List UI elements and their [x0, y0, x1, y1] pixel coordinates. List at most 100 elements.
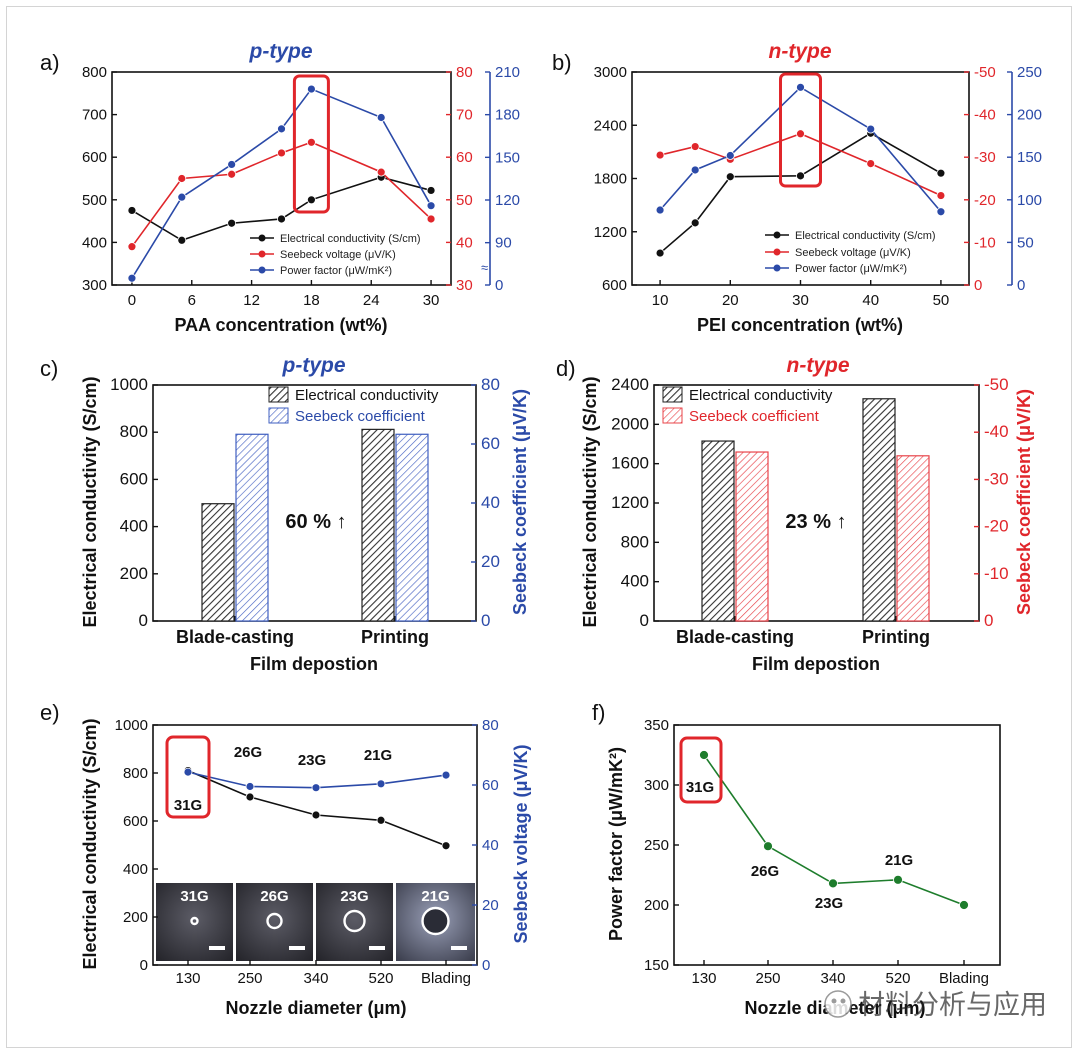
x-tick-label-f: 250 [755, 970, 780, 987]
y-tick-label-b-conductivity: 1200 [594, 224, 627, 241]
y-tick-label-f-left: 250 [644, 837, 669, 854]
legend-swatch-seebeck [268, 407, 289, 424]
sem-inset-label: 31G [180, 888, 208, 905]
x-tick-label-e: 520 [368, 970, 393, 987]
y-tick-label-e-left: 400 [123, 861, 148, 878]
panel-d-label: d) [556, 356, 576, 381]
sem-inset-label: 26G [260, 888, 288, 905]
y-tick-label-d-left: 1200 [611, 493, 649, 512]
a-seebeck-point [277, 148, 286, 158]
y-tick-label-b-seebeck: -20 [974, 192, 996, 209]
e-conductivity-point [376, 815, 386, 825]
y-tick-label-b-conductivity: 2400 [594, 117, 627, 134]
a-seebeck-point [127, 242, 137, 252]
b-conductivity-legend-label: Electrical conductivity (S/cm) [795, 230, 936, 242]
y-tick-label-a-power: 0 [495, 277, 503, 294]
nozzle-gauge-label: 31G [174, 797, 202, 814]
scale-bar [451, 946, 467, 950]
watermark-text: 材料分析与应用 [858, 990, 1047, 1020]
highlight-box [292, 74, 330, 214]
e-conductivity-point [441, 841, 451, 851]
b-seebeck-point [866, 159, 876, 168]
y-tick-label-a-seebeck: 70 [456, 107, 473, 124]
y-tick-label-b-conductivity: 3000 [594, 64, 627, 81]
y-tick-label-a-conductivity: 400 [82, 234, 107, 251]
a-seebeck-legend-marker [258, 250, 266, 258]
watermark: 材料分析与应用 [824, 990, 1047, 1020]
b-power-point [690, 165, 700, 175]
x-tick-label-b: 50 [933, 292, 950, 309]
b-power-legend-label: Power factor (μW/mK²) [795, 263, 907, 275]
b-power-point [655, 205, 665, 215]
a-seebeck-point [177, 174, 187, 183]
b-power-point [725, 151, 735, 160]
improvement-annotation: 60 % ↑ [285, 511, 346, 533]
legend-label-conductivity: Electrical conductivity [295, 387, 439, 404]
b-seebeck-legend-label: Seebeck voltage (μV/K) [795, 247, 911, 259]
b-power-point [866, 124, 876, 134]
y-tick-label-d-right: 0 [984, 611, 993, 630]
x-tick-label-e: 340 [303, 970, 328, 987]
f-power-point [893, 874, 903, 885]
highlight-box [679, 736, 723, 804]
conductivity-bar [701, 440, 735, 622]
x-tick-label-b: 30 [792, 292, 809, 309]
panel-e-xlabel: Nozzle diameter (μm) [225, 998, 406, 1018]
improvement-annotation: 23 % ↑ [785, 511, 846, 533]
y-tick-label-d-right: -40 [984, 422, 1009, 441]
y-tick-label-c-left: 200 [120, 564, 148, 583]
y-tick-label-b-power: 0 [1017, 277, 1025, 294]
panel-e-y2label: Seebeck voltage (μV/K) [511, 744, 531, 943]
a-seebeck-point [426, 214, 436, 224]
sem-inset-label: 23G [340, 888, 368, 905]
nozzle-hole-icon [266, 912, 283, 930]
seebeck-bar [395, 433, 429, 622]
y-tick-label-a-power: 120 [495, 192, 520, 209]
e-conductivity-point [311, 810, 321, 820]
panel-d-title: n-type [787, 354, 850, 377]
panel-b-plot: 10 20 30 40 50 600 1200 1800 2400 3000 0 -10 -20 -30 -… [594, 64, 1042, 309]
y-tick-label-c-right: 60 [481, 434, 500, 453]
y-tick-label-b-power: 150 [1017, 149, 1042, 166]
conductivity-bar [201, 503, 235, 622]
y-tick-label-a-seebeck: 50 [456, 192, 473, 209]
y-tick-label-a-conductivity: 500 [82, 192, 107, 209]
a-seebeck-point [307, 137, 316, 147]
b-power-point [936, 207, 946, 217]
y-tick-label-e-right: 0 [482, 957, 490, 974]
b-conductivity-point [936, 168, 946, 178]
y-tick-label-a-seebeck: 80 [456, 64, 473, 81]
x-tick-label-b: 40 [862, 292, 879, 309]
y-tick-label-d-right: -20 [984, 517, 1009, 536]
y-tick-label-b-seebeck: -10 [974, 234, 996, 251]
nozzle-gauge-label: 31G [686, 779, 714, 796]
b-power-point [796, 82, 805, 92]
seebeck-bar [735, 451, 769, 622]
b-conductivity-line [659, 132, 942, 254]
x-tick-label-e: 250 [237, 970, 262, 987]
x-tick-label-e: Blading [421, 970, 471, 987]
panel-d-xlabel: Film depostion [752, 654, 880, 674]
scale-bar [369, 946, 385, 950]
y-tick-label-e-left: 0 [140, 957, 148, 974]
y-tick-label-c-right: 20 [481, 552, 500, 571]
x-tick-label-a: 12 [243, 292, 260, 309]
category-label: Blade-casting [676, 627, 794, 647]
nozzle-gauge-label: 26G [234, 744, 262, 761]
y-tick-label-b-conductivity: 1800 [594, 171, 627, 188]
e-conductivity-point [245, 792, 255, 802]
y-tick-label-d-left: 0 [640, 611, 649, 630]
a-power-point [277, 124, 286, 134]
y-tick-label-a-power: 90 [495, 235, 512, 252]
b-seebeck-point [796, 129, 805, 139]
b-power-line [659, 86, 942, 213]
y-tick-label-a-power: 210 [495, 64, 520, 81]
legend-swatch-seebeck [662, 407, 683, 424]
watermark-logo-icon [824, 990, 852, 1018]
panel-b-title: n-type [769, 40, 832, 63]
y-tick-label-d-right: -50 [984, 375, 1009, 394]
panel-c-y2label: Seebeck coefficient (μV/K) [510, 389, 530, 615]
category-label: Blade-casting [176, 627, 294, 647]
watermark-logo-eye-icon [831, 998, 837, 1004]
conductivity-bar [862, 398, 896, 622]
